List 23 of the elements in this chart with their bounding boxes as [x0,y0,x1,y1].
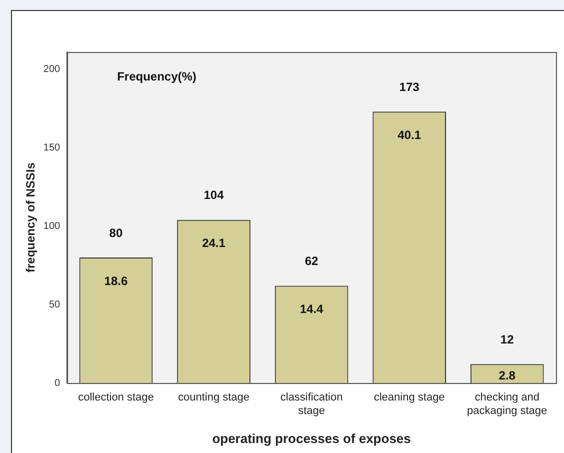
x-tick-label: checking and packaging stage [467,392,548,417]
x-axis-title: operating processes of exposes [212,430,411,446]
x-tick-label: classification stage [280,392,343,417]
annotation: 40.1 [398,128,422,142]
data-label: 80 [109,226,123,240]
data-label: 173 [399,80,420,94]
data-label: 12 [500,332,514,346]
x-tick-label: collection stage [78,392,154,404]
y-tick-label: 50 [48,299,61,310]
y-axis-title: frequency of NSSIs [24,162,38,273]
annotation: 18.6 [104,274,128,288]
annotation: 24.1 [202,236,226,250]
annotation: 2.8 [498,368,516,382]
data-label: 104 [204,188,224,202]
y-tick-label: 100 [43,220,61,232]
x-tick-label: cleaning stage [374,392,445,404]
y-tick-label: 200 [43,64,61,76]
y-tick-label: 0 [54,378,61,389]
data-label: 62 [304,254,319,268]
x-tick-label: counting stage [178,392,250,404]
annotation: Frequency(%) [117,69,196,84]
y-tick-label: 150 [43,142,61,154]
annotation: 14.4 [300,302,324,316]
